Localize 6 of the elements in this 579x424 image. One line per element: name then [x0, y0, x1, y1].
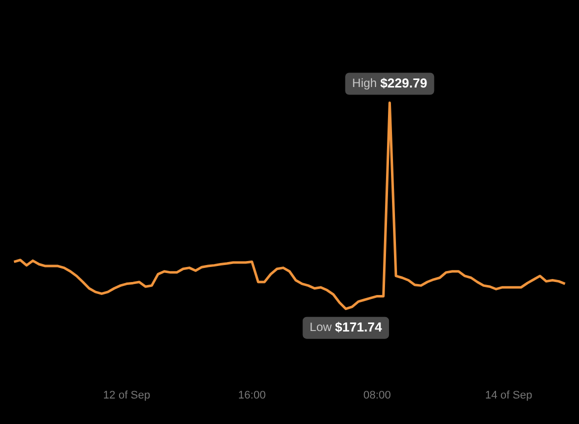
x-tick-label: 08:00	[363, 389, 391, 402]
data-label: Low $171.74	[310, 319, 383, 334]
x-tick-label: 14 of Sep	[485, 389, 532, 402]
data-label: High $229.79	[352, 75, 428, 90]
x-tick-label: 16:00	[238, 389, 266, 402]
x-tick-label: 12 of Sep	[103, 389, 150, 402]
